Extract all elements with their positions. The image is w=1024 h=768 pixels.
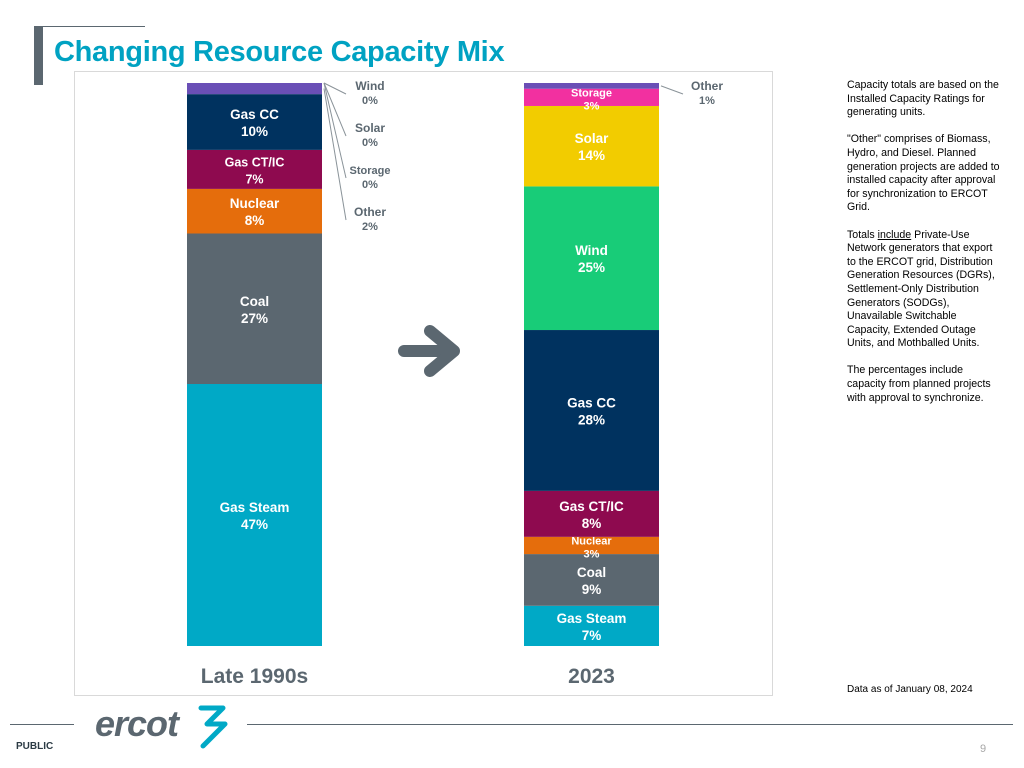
title-rule bbox=[34, 26, 145, 27]
segment-label-late-1990s-gas-cc: Gas CC bbox=[230, 107, 279, 122]
category-label-2023: 2023 bbox=[568, 665, 615, 688]
bar-segment-2023-other bbox=[524, 83, 659, 89]
bar-segment-late-1990s-coal bbox=[187, 233, 322, 385]
segment-value-2023-gas-cc: 28% bbox=[578, 412, 605, 427]
bar-segment-2023-wind bbox=[524, 186, 659, 331]
ercot-logo-text: ercot bbox=[95, 703, 181, 744]
footer-rule-right bbox=[247, 724, 1013, 725]
transition-arrow-icon bbox=[424, 325, 460, 377]
segment-value-2023-coal: 9% bbox=[582, 582, 602, 597]
note-capacity-totals: Capacity totals are based on the Install… bbox=[847, 79, 999, 119]
bar-segment-late-1990s-other bbox=[187, 83, 322, 95]
note-percentages: The percentages include capacity from pl… bbox=[847, 364, 991, 404]
callout-value-2023-other: 1% bbox=[699, 95, 715, 107]
callout-line-late-1990s-solar bbox=[323, 82, 347, 137]
segment-value-2023-nuclear: 3% bbox=[584, 548, 600, 560]
data-as-of: Data as of January 08, 2024 bbox=[847, 684, 973, 695]
page-title: Changing Resource Capacity Mix bbox=[54, 36, 505, 68]
segment-value-late-1990s-nuclear: 8% bbox=[245, 213, 265, 228]
callout-label-2023-other: Other bbox=[691, 79, 723, 93]
note-other-definition: "Other" comprises of Biomass, Hydro, and… bbox=[847, 133, 1000, 214]
callout-label-late-1990s-storage: Storage bbox=[350, 165, 391, 177]
bar-segment-2023-storage bbox=[524, 88, 659, 106]
segment-label-2023-storage: Storage bbox=[571, 87, 612, 99]
note-totals-include: Totals include Private-Use Network gener… bbox=[847, 229, 1002, 351]
ercot-logo: ercot bbox=[95, 703, 228, 749]
callout-value-late-1990s-storage: 0% bbox=[362, 179, 378, 191]
note-totals-post: Private-Use Network generators that expo… bbox=[847, 228, 995, 350]
callout-label-late-1990s-wind: Wind bbox=[355, 79, 384, 93]
callout-line-2023-other bbox=[660, 85, 684, 95]
bar-segment-2023-gas-ct-ic bbox=[524, 490, 659, 537]
callout-value-late-1990s-solar: 0% bbox=[362, 137, 378, 149]
ercot-bolt-icon bbox=[198, 705, 228, 749]
segment-label-late-1990s-gas-steam: Gas Steam bbox=[220, 500, 290, 515]
bar-segment-2023-coal bbox=[524, 554, 659, 606]
bar-segment-late-1990s-nuclear bbox=[187, 188, 322, 234]
callout-line-late-1990s-storage bbox=[323, 82, 347, 179]
callout-label-late-1990s-solar: Solar bbox=[355, 121, 385, 135]
segment-label-2023-wind: Wind bbox=[575, 243, 608, 258]
segment-value-2023-wind: 25% bbox=[578, 260, 605, 275]
callout-label-late-1990s-other: Other bbox=[354, 205, 386, 219]
note-include-underlined: include bbox=[877, 228, 912, 241]
segment-value-2023-solar: 14% bbox=[578, 148, 605, 163]
bar-segment-2023-nuclear bbox=[524, 536, 659, 555]
callout-line-late-1990s-wind bbox=[323, 82, 347, 95]
segment-value-late-1990s-gas-cc: 10% bbox=[241, 124, 268, 139]
bar-segment-2023-solar bbox=[524, 105, 659, 187]
note-totals-pre: Totals bbox=[847, 228, 878, 241]
segment-label-late-1990s-gas-ct-ic: Gas CT/IC bbox=[225, 155, 285, 169]
segment-label-late-1990s-nuclear: Nuclear bbox=[230, 196, 280, 211]
segment-label-2023-gas-steam: Gas Steam bbox=[557, 611, 627, 626]
category-label-late-1990s: Late 1990s bbox=[201, 665, 308, 688]
bar-segment-late-1990s-gas-cc bbox=[187, 94, 322, 150]
footer-rule-left bbox=[10, 724, 74, 725]
callout-value-late-1990s-other: 2% bbox=[362, 221, 378, 233]
bar-segment-2023-gas-steam bbox=[524, 605, 659, 646]
segment-value-2023-gas-steam: 7% bbox=[582, 628, 602, 643]
segment-label-2023-coal: Coal bbox=[577, 565, 606, 580]
segment-label-2023-gas-ct-ic: Gas CT/IC bbox=[559, 499, 624, 514]
notes-panel: Capacity totals are based on the Install… bbox=[847, 79, 1002, 419]
segment-label-2023-solar: Solar bbox=[575, 131, 610, 146]
segment-label-2023-nuclear: Nuclear bbox=[571, 535, 612, 547]
page-number: 9 bbox=[980, 743, 987, 755]
bar-segment-2023-gas-cc bbox=[524, 330, 659, 491]
callout-value-late-1990s-wind: 0% bbox=[362, 95, 378, 107]
segment-value-late-1990s-gas-steam: 47% bbox=[241, 517, 268, 532]
bar-segment-late-1990s-gas-steam bbox=[187, 384, 322, 646]
segment-value-late-1990s-gas-ct-ic: 7% bbox=[245, 172, 263, 186]
segment-label-late-1990s-coal: Coal bbox=[240, 294, 269, 309]
segment-label-2023-gas-cc: Gas CC bbox=[567, 395, 616, 410]
segment-value-late-1990s-coal: 27% bbox=[241, 311, 268, 326]
bar-segment-late-1990s-gas-ct-ic bbox=[187, 149, 322, 189]
public-label: PUBLIC bbox=[16, 741, 54, 752]
segment-value-2023-storage: 3% bbox=[584, 100, 600, 112]
segment-value-2023-gas-ct-ic: 8% bbox=[582, 516, 602, 531]
callout-line-late-1990s-other bbox=[323, 88, 347, 221]
title-accent-bar bbox=[34, 26, 43, 85]
